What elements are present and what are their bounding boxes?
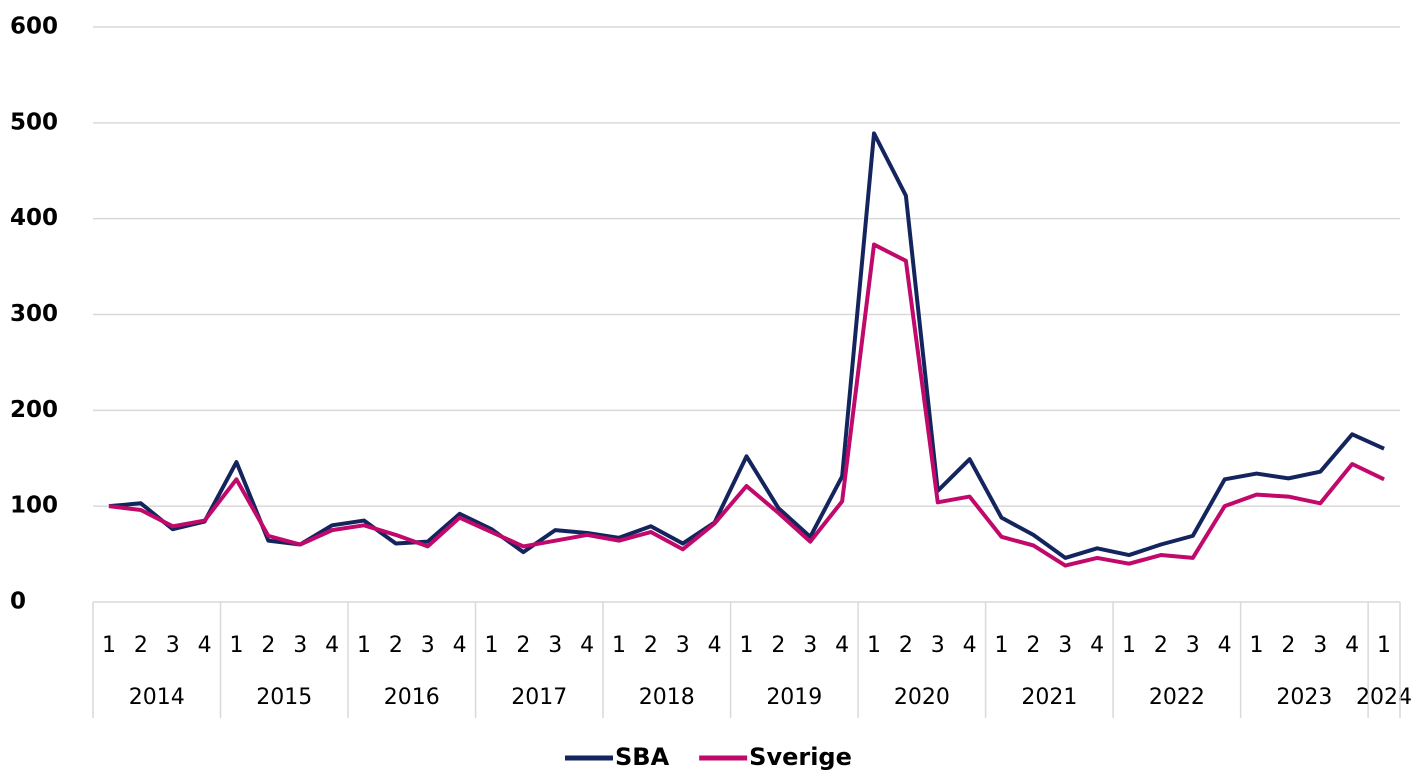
x-tick-label: 3 [931,633,945,658]
x-group-label: 2022 [1149,685,1205,710]
x-tick-label: 3 [1058,633,1072,658]
x-tick-label: 3 [1186,633,1200,658]
x-tick-label: 4 [708,633,722,658]
x-tick-label: 4 [1345,633,1359,658]
y-tick-label: 600 [10,14,58,40]
x-group-label: 2017 [511,685,567,710]
y-tick-label: 100 [10,493,58,519]
x-tick-label: 1 [867,633,881,658]
x-tick-label: 4 [580,633,594,658]
legend-label: Sverige [749,743,852,771]
x-tick-label: 1 [1377,633,1391,658]
x-tick-label: 4 [1090,633,1104,658]
series-line [108,242,1385,568]
x-tick-label: 4 [198,633,212,658]
x-tick-label: 4 [1218,633,1232,658]
x-group-label: 2015 [256,685,312,710]
x-group-label: 2024 [1356,685,1412,710]
x-tick-label: 2 [644,633,658,658]
x-tick-label: 1 [102,633,116,658]
x-tick-label: 1 [229,633,243,658]
x-tick-label: 2 [1154,633,1168,658]
x-tick-label: 1 [1250,633,1264,658]
y-tick-label: 300 [10,301,58,327]
x-tick-label: 2 [261,633,275,658]
y-tick-label: 200 [10,397,58,423]
x-tick-label: 3 [803,633,817,658]
x-tick-label: 2 [1026,633,1040,658]
x-group-label: 2021 [1021,685,1077,710]
x-tick-label: 1 [357,633,371,658]
x-tick-label: 4 [453,633,467,658]
y-tick-label: 400 [10,205,58,231]
x-tick-label: 4 [963,633,977,658]
x-tick-label: 4 [325,633,339,658]
x-group-label: 2014 [129,685,185,710]
x-tick-label: 2 [771,633,785,658]
y-tick-label: 0 [10,589,26,615]
x-group-label: 2018 [639,685,695,710]
legend-label: SBA [615,743,670,771]
x-group-label: 2016 [384,685,440,710]
x-tick-label: 3 [166,633,180,658]
x-tick-label: 1 [612,633,626,658]
x-tick-label: 2 [389,633,403,658]
x-tick-label: 2 [516,633,530,658]
x-tick-label: 2 [899,633,913,658]
x-tick-label: 3 [421,633,435,658]
x-tick-label: 4 [835,633,849,658]
x-tick-label: 3 [548,633,562,658]
series-line [108,131,1385,560]
x-group-label: 2020 [894,685,950,710]
x-tick-label: 3 [1313,633,1327,658]
x-tick-label: 2 [1281,633,1295,658]
x-tick-label: 1 [1122,633,1136,658]
x-tick-label: 2 [134,633,148,658]
x-tick-label: 1 [484,633,498,658]
x-tick-label: 3 [676,633,690,658]
x-tick-label: 3 [293,633,307,658]
y-tick-label: 500 [10,109,58,135]
x-group-label: 2023 [1276,685,1332,710]
x-tick-label: 1 [740,633,754,658]
x-tick-label: 1 [995,633,1009,658]
x-group-label: 2019 [766,685,822,710]
